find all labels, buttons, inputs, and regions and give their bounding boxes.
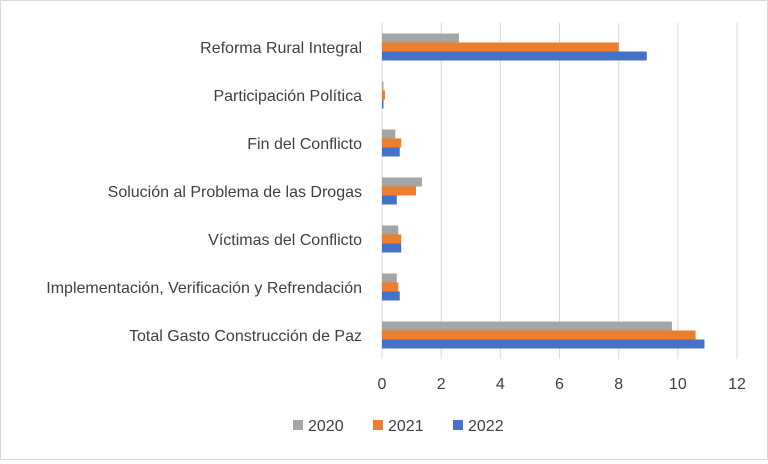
bars <box>382 33 705 349</box>
bar-2020-0 <box>382 33 459 43</box>
bar-2021-0 <box>382 42 619 52</box>
category-label: Fin del Conflicto <box>247 136 362 153</box>
legend: 2020 2021 2022 <box>293 418 504 435</box>
bar-2020-2 <box>382 129 396 139</box>
bar-2021-3 <box>382 186 417 196</box>
bar-2022-0 <box>382 51 647 61</box>
legend-label: 2021 <box>388 418 424 435</box>
bar-2022-2 <box>382 147 400 157</box>
category-label: Participación Política <box>213 88 362 105</box>
bar-2021-4 <box>382 234 402 244</box>
x-tick-label: 4 <box>496 376 505 393</box>
bar-2020-5 <box>382 273 397 283</box>
bar-2020-4 <box>382 225 399 235</box>
bar-2022-4 <box>382 243 402 253</box>
x-tick-label: 0 <box>378 376 387 393</box>
bar-2021-2 <box>382 138 402 148</box>
category-labels: Reforma Rural Integral Participación Polí… <box>46 40 362 345</box>
bar-2022-1 <box>382 99 384 109</box>
bar-2020-1 <box>382 81 384 91</box>
legend-swatch-2022 <box>453 420 463 430</box>
bar-2022-5 <box>382 291 400 301</box>
bar-2021-6 <box>382 330 696 340</box>
category-label: Víctimas del Conflicto <box>208 232 362 249</box>
bar-2022-6 <box>382 339 705 349</box>
legend-swatch-2021 <box>373 420 383 430</box>
legend-swatch-2020 <box>293 420 303 430</box>
x-tick-label: 12 <box>728 376 746 393</box>
bar-2021-5 <box>382 282 399 292</box>
x-tick-label: 6 <box>555 376 564 393</box>
category-label: Total Gasto Construcción de Paz <box>129 328 362 345</box>
category-label: Implementación, Verificación y Refrendac… <box>46 280 362 297</box>
x-tick-label: 10 <box>669 376 687 393</box>
gridlines <box>381 23 738 359</box>
legend-label: 2020 <box>308 418 344 435</box>
category-label: Solución al Problema de las Drogas <box>108 184 362 201</box>
bar-2021-1 <box>382 90 385 100</box>
bar-2020-6 <box>382 321 672 331</box>
x-tick-labels: 0 2 4 6 8 10 12 <box>378 376 746 393</box>
x-tick-label: 2 <box>437 376 446 393</box>
category-label: Reforma Rural Integral <box>200 40 362 57</box>
bar-2022-3 <box>382 195 397 205</box>
x-tick-label: 8 <box>614 376 623 393</box>
bar-2020-3 <box>382 177 422 187</box>
legend-label: 2022 <box>468 418 504 435</box>
